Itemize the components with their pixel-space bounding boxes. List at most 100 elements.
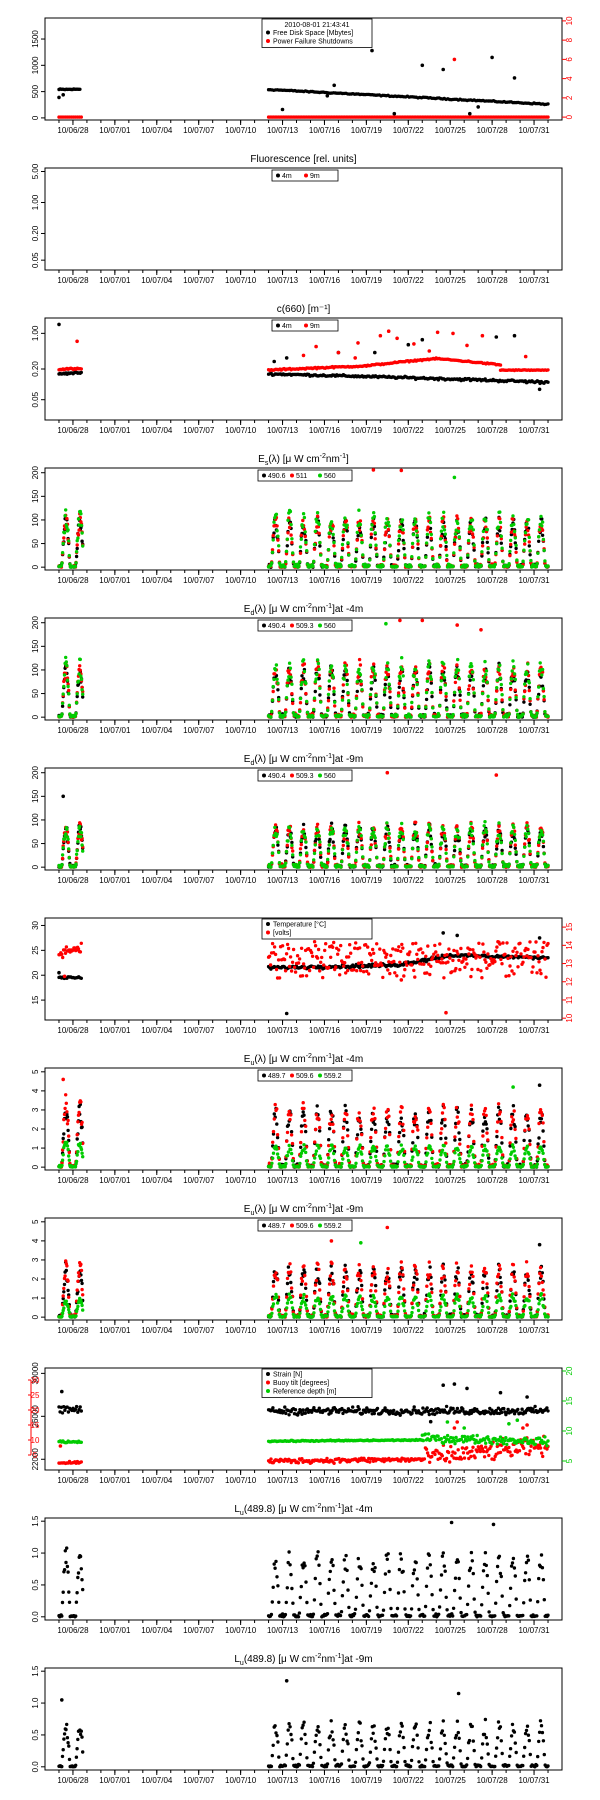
data-point <box>424 705 428 709</box>
data-point <box>298 560 302 564</box>
data-point <box>385 821 389 825</box>
data-point <box>357 667 361 672</box>
series-9m <box>57 329 550 373</box>
legend-marker <box>290 473 294 478</box>
data-point <box>415 839 419 843</box>
data-point <box>541 686 546 691</box>
data-point <box>444 540 448 544</box>
data-point <box>429 536 433 541</box>
data-point <box>426 525 430 529</box>
data-point <box>535 862 539 867</box>
data-point <box>286 518 290 522</box>
data-point <box>355 538 359 542</box>
legend-label: 9m <box>310 323 320 330</box>
data-point <box>465 564 469 568</box>
data-point <box>66 837 70 841</box>
legend: 4m 9m <box>271 319 339 332</box>
data-point <box>459 705 463 709</box>
data-point <box>297 563 301 568</box>
data-point <box>523 845 527 849</box>
legend-label: 4m <box>282 173 292 180</box>
data-point <box>298 861 302 865</box>
data-point <box>486 850 490 855</box>
data-point <box>305 710 310 715</box>
data-point <box>512 825 516 830</box>
data-point <box>329 826 334 830</box>
data-point <box>410 686 415 691</box>
data-point <box>270 709 274 714</box>
data-point <box>343 833 348 837</box>
x-tick-label: 10/07/07 <box>183 876 215 885</box>
data-point <box>510 830 514 834</box>
data-point <box>63 655 68 660</box>
data-point <box>287 826 292 830</box>
data-point <box>285 684 289 688</box>
data-point <box>340 707 344 711</box>
data-point <box>325 565 329 569</box>
data-point <box>383 682 387 687</box>
data-point <box>374 693 378 697</box>
data-point-outlier <box>395 336 399 341</box>
data-point-outlier <box>353 356 358 360</box>
x-tick-label: 10/07/25 <box>435 726 467 735</box>
data-point <box>498 520 503 525</box>
data-point <box>452 703 456 708</box>
data-point <box>479 714 483 718</box>
x-tick-label: 10/07/22 <box>393 276 425 285</box>
data-point <box>60 853 65 857</box>
data-point <box>271 843 275 848</box>
data-point <box>288 833 293 837</box>
data-point-outlier <box>314 344 318 349</box>
data-point <box>486 694 490 698</box>
data-point <box>423 865 427 869</box>
y-tick-label: 100 <box>31 813 40 827</box>
legend-label: 560 <box>324 473 336 480</box>
data-point <box>470 525 474 529</box>
legend-marker <box>262 773 266 778</box>
data-point <box>540 528 545 532</box>
data-point <box>509 841 513 845</box>
data-point <box>546 102 550 106</box>
data-point <box>403 702 407 707</box>
data-point <box>287 829 292 833</box>
x-tick-label: 10/07/01 <box>99 276 131 285</box>
data-point <box>495 541 499 545</box>
data-point <box>458 693 462 697</box>
data-point <box>472 545 476 550</box>
data-point <box>332 540 336 545</box>
data-point <box>453 680 458 685</box>
data-point <box>410 700 414 705</box>
data-point <box>511 514 515 518</box>
data-point-outlier <box>61 93 65 97</box>
data-point <box>318 544 322 548</box>
data-point <box>534 565 539 569</box>
data-point <box>304 540 308 545</box>
data-point <box>458 546 462 550</box>
data-point <box>333 852 337 856</box>
data-point <box>497 821 501 825</box>
data-point-outlier <box>494 335 499 339</box>
data-point <box>442 834 447 838</box>
data-point-outlier <box>455 623 460 627</box>
data-point <box>466 538 471 543</box>
y-tick-label: 0.20 <box>31 361 40 377</box>
data-point <box>299 838 303 843</box>
series-Power Failure Shutdowns <box>57 57 550 119</box>
data-point <box>542 548 546 552</box>
data-point <box>438 685 443 690</box>
data-point <box>319 553 323 557</box>
y2-tick-label: 2 <box>565 95 574 100</box>
x-tick-label: 10/06/28 <box>57 426 89 435</box>
data-point <box>521 863 525 867</box>
data-point <box>369 681 373 685</box>
data-point-outlier <box>57 95 61 100</box>
data-point <box>479 563 483 567</box>
data-point <box>387 524 391 528</box>
data-point <box>78 668 83 672</box>
data-point <box>75 539 79 543</box>
y-tick-label: 0 <box>31 714 40 719</box>
data-point <box>470 532 475 536</box>
legend-label: 509.3 <box>296 623 314 630</box>
data-point <box>355 689 359 694</box>
data-point <box>384 530 388 534</box>
